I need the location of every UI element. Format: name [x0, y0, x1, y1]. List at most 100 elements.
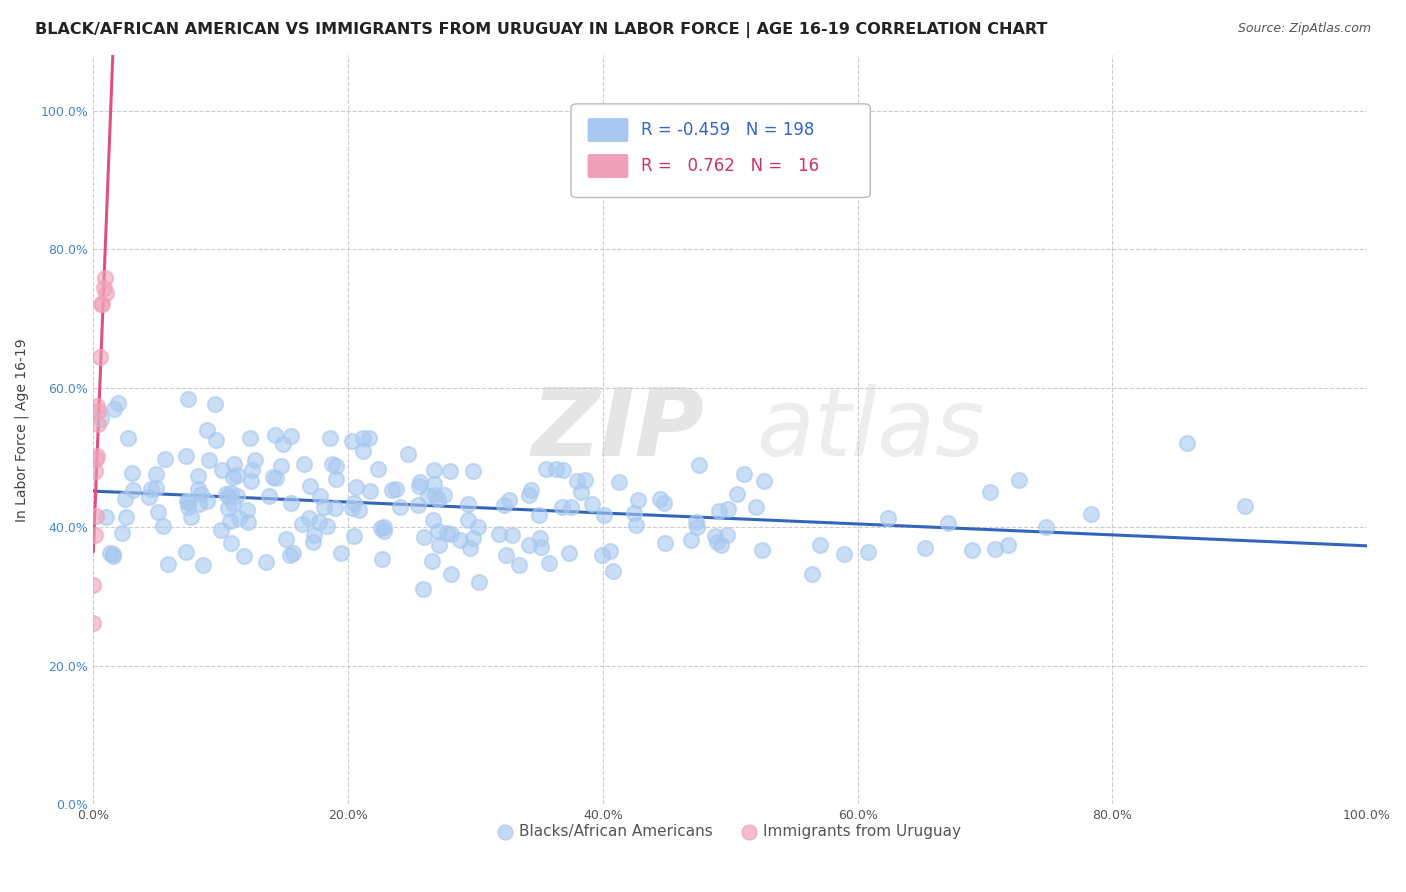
Point [686, 520, 709, 534]
Point [433, 488, 456, 502]
Point [565, 475, 588, 489]
Point [292, 457, 315, 471]
Point [204, 397, 226, 411]
Point [688, 458, 710, 472]
Point [174, 545, 197, 559]
Point [422, 513, 444, 527]
Point [530, 540, 553, 554]
Point [211, 462, 233, 476]
Y-axis label: In Labor Force | Age 16-19: In Labor Force | Age 16-19 [15, 338, 30, 522]
Point [420, 554, 443, 568]
Point [704, 529, 727, 543]
FancyBboxPatch shape [588, 118, 628, 142]
Point [574, 473, 596, 487]
Point [146, 505, 169, 519]
Point [707, 504, 730, 518]
Point [308, 489, 330, 503]
Point [560, 500, 582, 514]
Point [538, 556, 561, 570]
Point [82, 578, 104, 592]
Point [89, 350, 111, 364]
Point [439, 464, 461, 478]
Point [412, 582, 434, 596]
Point [228, 511, 250, 525]
Point [457, 497, 479, 511]
Point [298, 478, 321, 492]
Point [427, 524, 450, 538]
Point [111, 526, 134, 541]
Point [195, 423, 218, 437]
Point [426, 491, 449, 506]
Point [624, 517, 647, 532]
Point [86, 399, 108, 413]
Point [145, 467, 167, 482]
Point [494, 498, 516, 512]
Point [153, 451, 176, 466]
Point [876, 511, 898, 525]
Point [278, 548, 301, 562]
Point [270, 458, 292, 473]
Point [342, 500, 364, 515]
Point [623, 506, 645, 520]
Point [1080, 507, 1102, 521]
Point [82, 615, 104, 630]
Point [83, 528, 105, 542]
Point [180, 509, 202, 524]
Point [488, 527, 510, 541]
Point [412, 530, 434, 544]
Point [440, 566, 463, 581]
Point [266, 471, 288, 485]
Point [440, 526, 463, 541]
Point [240, 474, 263, 488]
Point [436, 526, 458, 541]
Point [517, 538, 540, 552]
Point [190, 486, 212, 500]
Point [1177, 435, 1199, 450]
Point [176, 493, 198, 508]
Point [467, 520, 489, 534]
Point [122, 483, 145, 498]
Point [685, 515, 707, 529]
Point [527, 508, 550, 523]
Point [997, 538, 1019, 552]
Point [205, 434, 228, 448]
Point [174, 449, 197, 463]
Point [343, 529, 366, 543]
Point [245, 453, 267, 467]
Point [187, 468, 209, 483]
Point [298, 511, 321, 525]
Point [936, 516, 959, 530]
Point [423, 488, 446, 502]
Point [325, 471, 347, 485]
Text: R =   0.762   N =   16: R = 0.762 N = 16 [641, 157, 820, 175]
Point [551, 500, 574, 514]
Point [329, 546, 352, 560]
Point [187, 482, 209, 496]
Point [501, 527, 523, 541]
Point [627, 492, 650, 507]
Point [751, 542, 773, 557]
Point [581, 497, 603, 511]
Point [461, 531, 484, 545]
Point [87, 404, 110, 418]
Point [94, 271, 117, 285]
Point [520, 483, 543, 498]
Point [752, 474, 775, 488]
Point [280, 429, 302, 443]
Point [217, 490, 239, 504]
Point [198, 452, 221, 467]
Point [607, 475, 630, 489]
Point [84, 509, 107, 524]
Point [717, 501, 740, 516]
Point [408, 479, 430, 493]
Point [233, 549, 256, 563]
Point [914, 541, 936, 556]
Point [115, 510, 138, 524]
Point [706, 534, 728, 549]
Point [222, 496, 245, 510]
Point [195, 494, 218, 508]
Point [832, 547, 855, 561]
Text: Source: ZipAtlas.com: Source: ZipAtlas.com [1237, 22, 1371, 36]
Point [359, 484, 381, 499]
Point [1035, 520, 1057, 534]
